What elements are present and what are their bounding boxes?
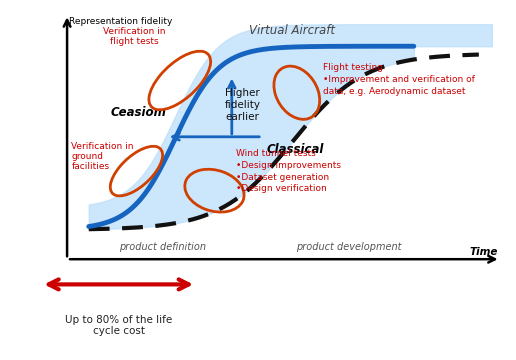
Text: Higher
fidelity
earlier: Higher fidelity earlier	[224, 87, 261, 122]
Text: product definition: product definition	[119, 242, 206, 252]
Text: Ceasiom: Ceasiom	[110, 106, 166, 119]
Text: Wind tunnel tests
•Design improvements
•Dataset generation
•Design verification: Wind tunnel tests •Design improvements •…	[236, 149, 341, 193]
Text: product development: product development	[296, 242, 401, 252]
Text: Verification in
flight tests: Verification in flight tests	[103, 27, 166, 46]
Text: Verification in
ground
facilities: Verification in ground facilities	[71, 142, 134, 171]
Text: Up to 80% of the life
cycle cost: Up to 80% of the life cycle cost	[65, 315, 172, 336]
Text: Time: Time	[470, 247, 498, 257]
Text: Classical: Classical	[266, 143, 324, 156]
Text: Virtual Aircraft: Virtual Aircraft	[249, 24, 335, 37]
Text: Representation fidelity: Representation fidelity	[69, 17, 173, 26]
Text: Flight testing
•Improvement and verification of
data, e.g. Aerodynamic dataset: Flight testing •Improvement and verifica…	[323, 63, 475, 96]
